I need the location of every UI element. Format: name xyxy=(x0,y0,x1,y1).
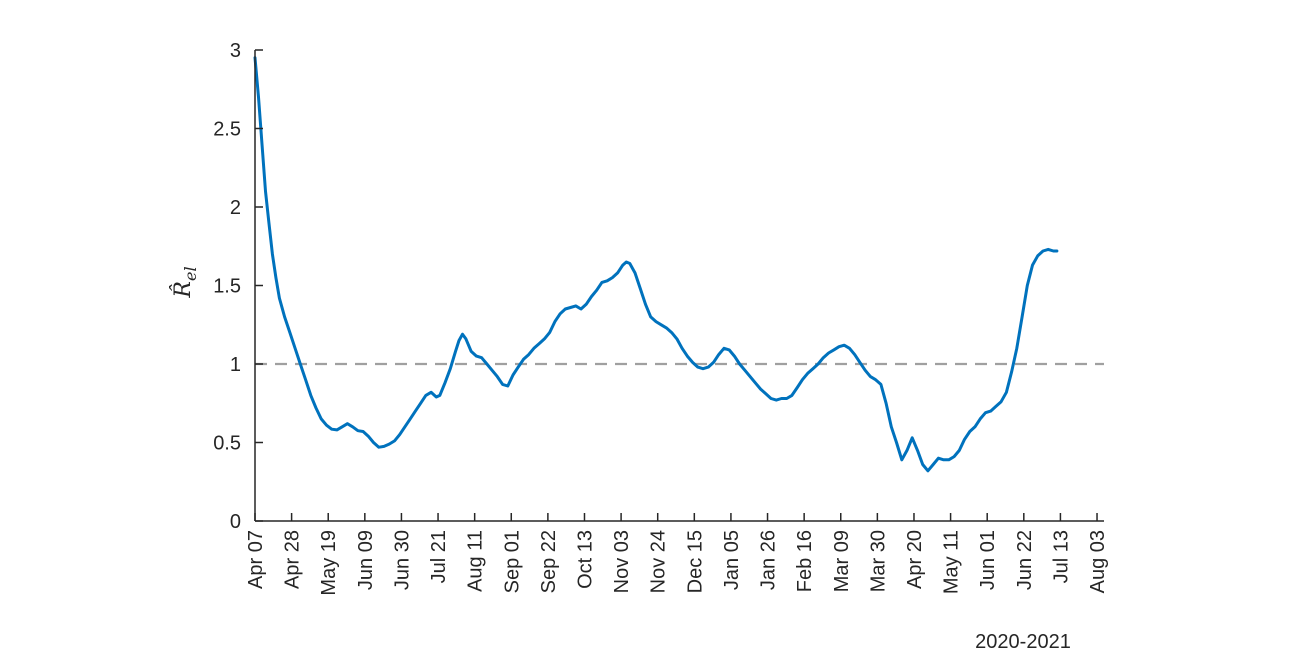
y-axis: 0 0.5 1 1.5 2 2.5 3 xyxy=(213,40,263,533)
x-tick-label: Sep 01 xyxy=(501,530,523,593)
x-tick-label: Jul 13 xyxy=(1050,530,1072,583)
plot-area xyxy=(253,56,1104,473)
x-tick-label: Jun 09 xyxy=(355,530,377,590)
x-tick-label: Mar 30 xyxy=(867,530,889,592)
x-tick-label: Apr 28 xyxy=(282,530,304,589)
x-tick-label: Jul 21 xyxy=(428,530,450,583)
x-tick-label: Nov 24 xyxy=(648,530,670,593)
x-tick-label: Dec 15 xyxy=(684,530,706,593)
y-tick-label: 2.5 xyxy=(213,119,241,141)
x-tick-label: Apr 07 xyxy=(245,530,267,589)
x-tick-label: Jun 01 xyxy=(977,530,999,590)
x-tick-label: May 11 xyxy=(941,530,963,594)
y-tick-label: 2 xyxy=(230,197,241,219)
x-tick-label: Sep 22 xyxy=(538,530,560,593)
series-line-0 xyxy=(253,56,1059,473)
y-tick-label: 0.5 xyxy=(213,433,241,455)
x-tick-label: Mar 09 xyxy=(831,530,853,592)
y-tick-label: 1 xyxy=(230,354,241,376)
x-tick-label: Apr 20 xyxy=(904,530,926,589)
x-tick-label: Jun 30 xyxy=(391,530,413,590)
x-tick-label: Aug 11 xyxy=(465,530,487,592)
y-axis-label: R̂el xyxy=(170,266,200,298)
x-tick-label: May 19 xyxy=(318,530,340,596)
x-tick-label: Oct 13 xyxy=(574,530,596,589)
x-secondary-label: 2020-2021 xyxy=(975,631,1071,653)
y-tick-label: 3 xyxy=(230,40,241,62)
x-tick-label: Jan 05 xyxy=(721,530,743,590)
x-axis: Apr 07 Apr 28 May 19 Jun 09 Jun 30 Jul 21 Aug … xyxy=(245,513,1109,596)
x-tick-label: Feb 16 xyxy=(794,530,816,592)
x-tick-label: Jan 26 xyxy=(758,530,780,590)
y-tick-label: 0 xyxy=(230,511,241,533)
x-tick-label: Aug 03 xyxy=(1087,530,1109,593)
x-tick-label: Jun 22 xyxy=(1014,530,1036,590)
x-tick-label: Nov 03 xyxy=(611,530,633,593)
y-tick-label: 1.5 xyxy=(213,276,241,298)
